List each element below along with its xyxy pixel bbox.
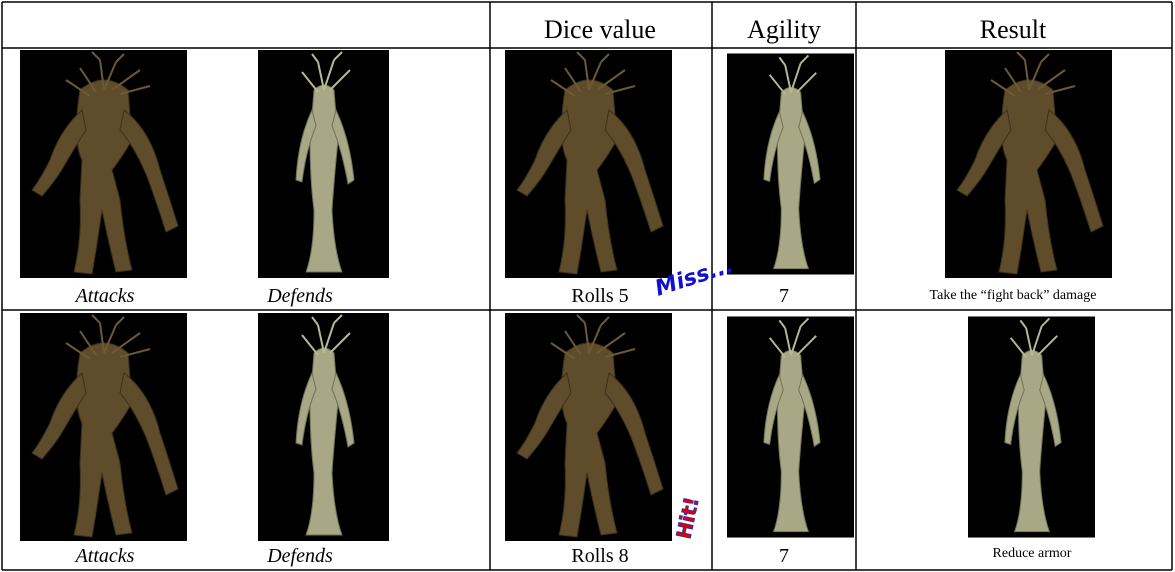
attacker-label: Attacks	[74, 545, 135, 567]
header-cell: Agility	[747, 15, 821, 44]
dice-image	[505, 50, 672, 278]
defender-label: Defends	[266, 285, 333, 307]
result-label: Reduce armor	[993, 546, 1072, 561]
attacker-label: Attacks	[74, 285, 135, 307]
result-label: Take the “fight back” damage	[930, 288, 1097, 303]
header-cell: Result	[980, 15, 1047, 44]
dice-image	[505, 313, 672, 541]
outcome-label: Hit!	[671, 495, 703, 541]
dice-label: Rolls 5	[571, 285, 628, 307]
result-image	[968, 315, 1095, 539]
result-image	[944, 50, 1113, 278]
defender-image	[258, 50, 389, 278]
header-cell: Dice value	[544, 15, 656, 44]
attacker-image	[20, 313, 187, 541]
agility-value: 7	[779, 545, 789, 567]
attacker-image	[20, 50, 187, 278]
agility-image	[727, 52, 854, 276]
dice-label: Rolls 8	[571, 545, 628, 567]
defender-image	[258, 313, 389, 541]
defender-label: Defends	[266, 545, 333, 567]
agility-image	[727, 315, 854, 539]
agility-value: 7	[779, 285, 789, 307]
